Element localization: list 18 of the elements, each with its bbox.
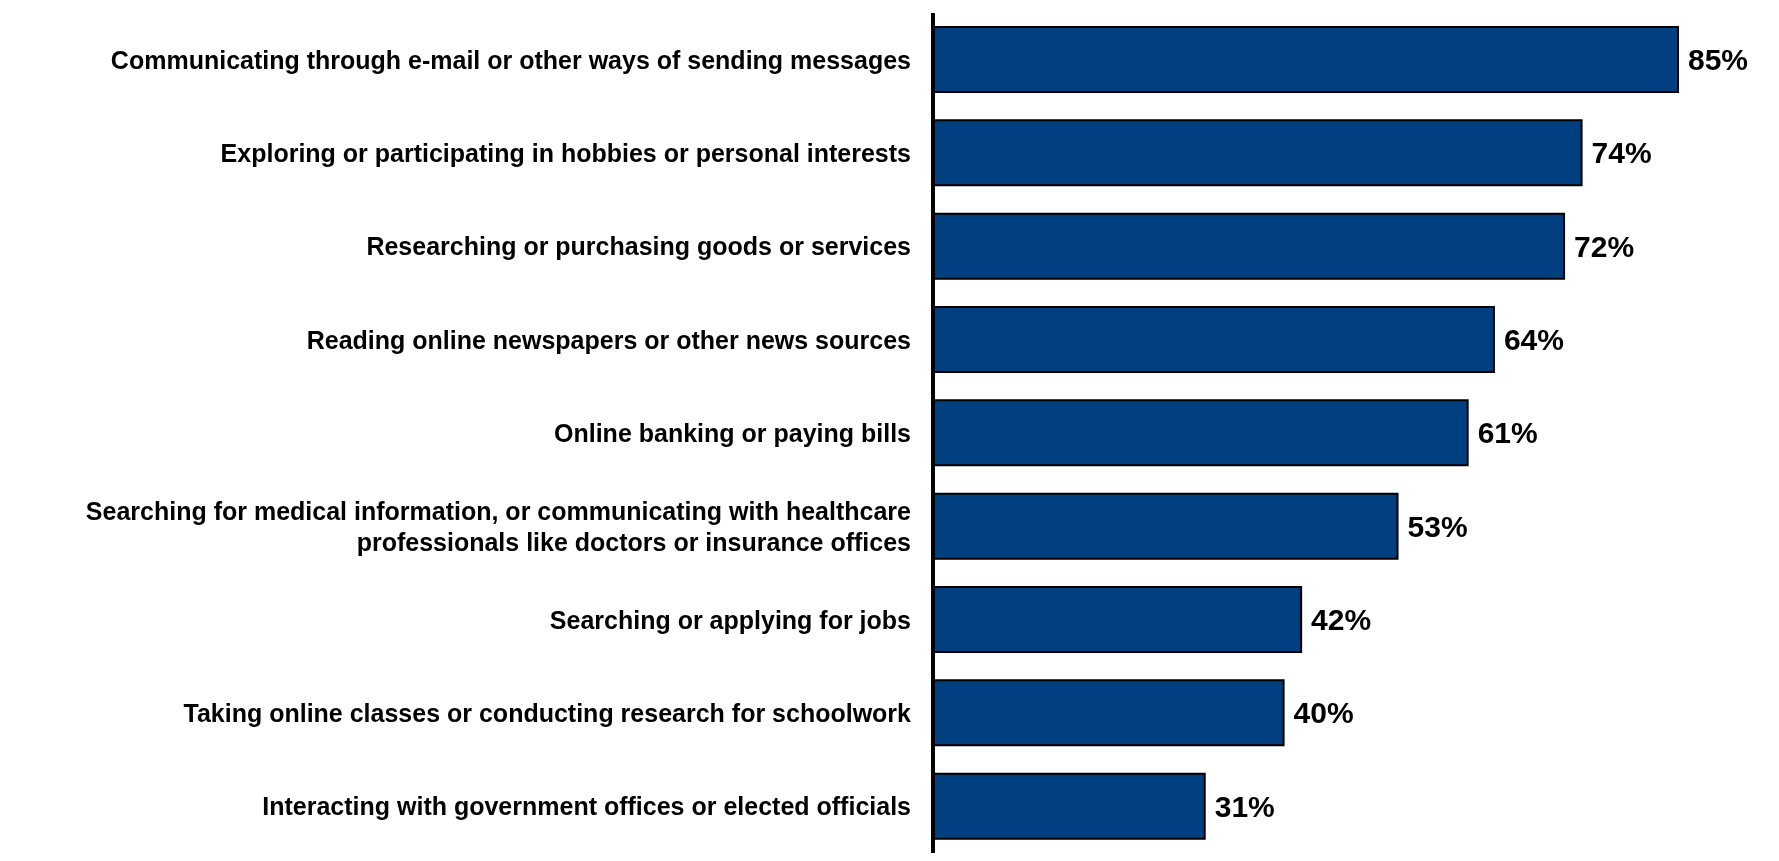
data-label: 53% [1407,509,1468,543]
y-tick-label: Communicating through e-mail or other ways of sending messages [110,45,911,74]
y-tick-label: Taking online classes or conducting research for schoolwork [183,699,912,727]
data-label: 40% [1293,696,1354,730]
data-label: 85% [1688,43,1749,77]
y-tick-label: Online banking or paying bills [554,419,911,447]
y-tick-label: Researching or purchasing goods or services [366,232,911,261]
data-label: 31% [1214,789,1275,823]
y-tick-label: Searching for medical information, or communicating with healthcare professionals like doctors or insurance offices [85,496,912,556]
y-tick-label: Exploring or participating in hobbies or personal interests [220,139,911,167]
data-label: 72% [1574,229,1635,263]
data-label: 61% [1477,416,1538,450]
y-tick-label: Interacting with government offices or elected officials [262,792,911,821]
data-label: 74% [1591,136,1652,170]
data-label: 64% [1503,323,1564,357]
data-label: 42% [1311,603,1372,637]
y-tick-label: Reading online newspapers or other news sources [306,325,911,354]
y-tick-label: Searching or applying for jobs [549,605,911,634]
